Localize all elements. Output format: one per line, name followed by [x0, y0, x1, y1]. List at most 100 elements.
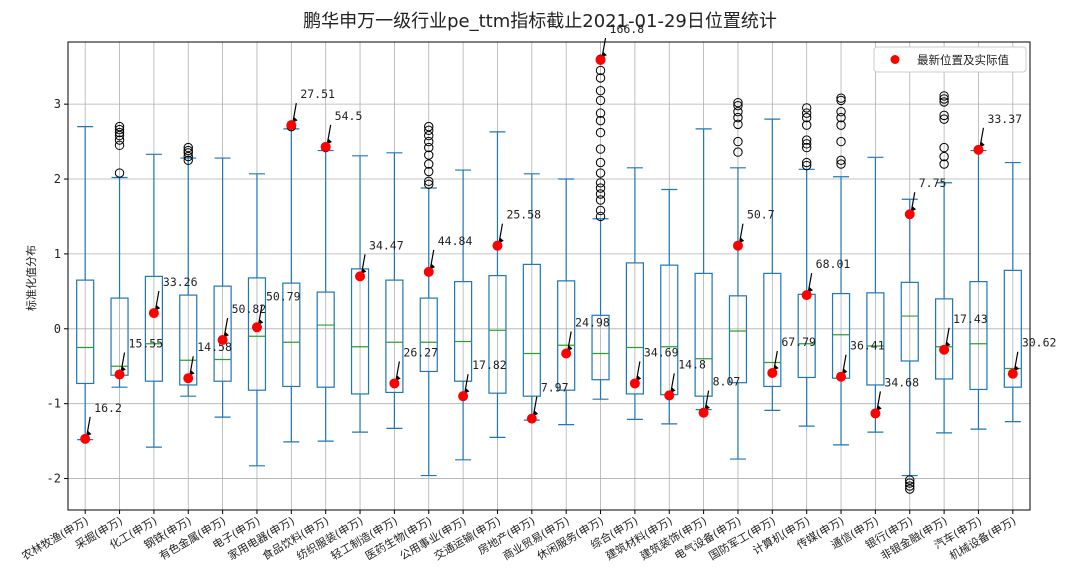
latest-marker [664, 390, 675, 401]
outlier-point [424, 179, 434, 189]
latest-6: 50.79 [251, 289, 301, 333]
box-body [419, 297, 438, 373]
latest-marker [939, 344, 950, 355]
latest-21: 67.79 [767, 335, 816, 378]
outlier-point [939, 151, 949, 162]
outlier-point [836, 95, 846, 106]
y-axis-label: 标准化值分布 [24, 245, 38, 311]
box-14 [522, 173, 541, 421]
outlier-point [595, 73, 606, 83]
outlier-point [595, 144, 606, 154]
annotation-label: 7.97 [541, 381, 569, 395]
annotation-label: 33.26 [163, 275, 198, 289]
box-28 [1003, 161, 1022, 423]
annotation-arrow [910, 192, 916, 212]
annotation-label: 14.8 [678, 357, 706, 371]
annotation-arrow [360, 254, 366, 274]
box-body [350, 268, 370, 395]
annotation-arrow [670, 373, 675, 394]
annotation-label: 67.79 [781, 335, 816, 349]
annotation-label: 24.98 [575, 316, 610, 330]
outlier-point [595, 95, 606, 106]
annotation-label: 36.41 [850, 339, 885, 353]
outlier-point [836, 159, 846, 169]
annotation-label: 33.37 [987, 112, 1022, 126]
box-body [969, 281, 988, 391]
outlier-point [733, 119, 743, 130]
outlier-point [595, 195, 606, 205]
annotation-label: 50.82 [232, 302, 267, 316]
box-series [76, 54, 1022, 494]
annotation-arrow [1013, 351, 1019, 372]
box-body [728, 295, 748, 384]
annotation-arrow [807, 272, 813, 293]
outlier-point [939, 110, 949, 121]
box-11 [419, 121, 438, 477]
box-body [76, 279, 95, 385]
latest-8: 54.5 [320, 109, 362, 152]
box-body [316, 291, 335, 388]
latest-17: 34.69 [629, 345, 679, 389]
latest-marker [870, 408, 881, 419]
annotation-label: 26.27 [403, 345, 438, 359]
annotation-arrow [601, 37, 607, 58]
annotation-arrow [841, 354, 847, 375]
latest-marker [286, 120, 297, 131]
x-axis-ticks: 农林牧渔(申万)采掘(申万)化工(申万)钢铁(申万)有色金属(申万)电子(申万)… [19, 510, 1018, 563]
annotation-arrow [326, 124, 332, 145]
latest-marker [629, 378, 640, 389]
latest-24: 34.68 [870, 375, 919, 419]
box-9 [350, 155, 370, 433]
outlier-point [905, 481, 915, 491]
outlier-point [733, 106, 743, 117]
box-body [557, 280, 576, 391]
box-20 [728, 97, 748, 460]
outlier-point [733, 147, 743, 157]
outlier-point [801, 139, 812, 149]
annotation-arrow [120, 352, 126, 373]
outlier-point [801, 157, 812, 168]
box-21 [763, 118, 782, 412]
box-body [1003, 269, 1022, 388]
annotation-label: 15.55 [129, 336, 164, 350]
latest-16: 166.8 [595, 22, 644, 65]
latest-marker [526, 413, 537, 424]
annotation-arrow [773, 350, 778, 371]
outlier-point [939, 97, 949, 107]
box-22 [797, 103, 816, 427]
box-body [763, 272, 782, 388]
outlier-point [905, 475, 915, 485]
latest-15: 24.98 [561, 316, 610, 359]
outlier-point [836, 112, 846, 123]
annotation-label: 34.47 [369, 238, 404, 252]
box-body [900, 281, 919, 362]
outlier-point [595, 183, 606, 193]
latest-marker [904, 209, 915, 220]
latest-marker [492, 240, 503, 251]
outlier-point [836, 106, 846, 117]
annotation-arrow [738, 223, 744, 244]
outlier-point [595, 189, 606, 199]
outlier-point [733, 100, 743, 111]
outlier-point [114, 140, 125, 151]
chart-title: 鹏华申万一级行业pe_ttm指标截止2021-01-29日位置统计 [303, 11, 777, 32]
latest-marker [767, 367, 778, 378]
annotation-label: 68.01 [816, 257, 851, 271]
annotation-label: 44.84 [438, 234, 473, 248]
latest-28: 30.62 [1007, 336, 1056, 379]
outlier-point [801, 135, 812, 145]
latest-marker [217, 335, 228, 346]
latest-12: 17.82 [458, 358, 507, 402]
outlier-point [114, 124, 125, 135]
y-axis-ticks: -2 -1 0 1 2 3 [47, 97, 68, 486]
y-tick-label: -2 [47, 472, 61, 486]
outlier-point [424, 136, 434, 147]
annotation-label: 34.68 [884, 375, 919, 389]
box-body [454, 281, 473, 382]
outlier-point [801, 108, 812, 118]
latest-marker [732, 240, 743, 251]
legend-frame [873, 46, 1027, 73]
latest-13: 25.58 [492, 208, 541, 251]
latest-10: 26.27 [389, 345, 438, 389]
box-body [866, 292, 885, 386]
